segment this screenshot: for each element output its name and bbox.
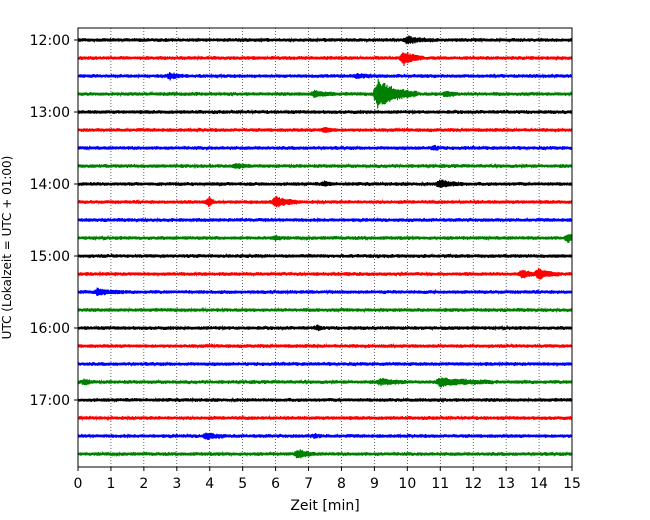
x-tick-label: 3 bbox=[172, 476, 181, 492]
x-tick-label: 7 bbox=[304, 476, 313, 492]
x-axis: 0 1 2 3 4 5 6 7 8 9 10 11 12 13 14 15 bbox=[74, 467, 581, 492]
trace-line bbox=[77, 267, 573, 280]
trace-line bbox=[77, 324, 573, 332]
trace-line bbox=[77, 396, 573, 404]
trace-line bbox=[77, 52, 573, 66]
y-tick-label: 13:00 bbox=[30, 105, 70, 121]
trace-line bbox=[77, 342, 573, 350]
trace-line bbox=[77, 360, 573, 368]
trace-group bbox=[77, 35, 573, 459]
x-axis-label: Zeit [min] bbox=[290, 498, 359, 514]
x-tick-label: 14 bbox=[530, 476, 548, 492]
y-tick-label: 17:00 bbox=[30, 393, 70, 409]
trace-line bbox=[77, 306, 573, 314]
y-axis-label: UTC (Lokalzeit = UTC + 01:00) bbox=[0, 156, 14, 340]
y-tick-label: 16:00 bbox=[30, 321, 70, 337]
x-tick-label: 2 bbox=[139, 476, 148, 492]
trace-line bbox=[77, 179, 573, 188]
trace-line bbox=[77, 72, 573, 81]
grid-lines bbox=[110, 28, 540, 467]
y-tick-label: 14:00 bbox=[30, 177, 70, 193]
x-tick-label: 5 bbox=[238, 476, 247, 492]
x-tick-label: 9 bbox=[370, 476, 379, 492]
y-tick-label: 15:00 bbox=[30, 249, 70, 265]
x-tick-label: 4 bbox=[205, 476, 214, 492]
x-tick-label: 13 bbox=[497, 476, 515, 492]
y-tick-label: 12:00 bbox=[30, 33, 70, 49]
x-tick-label: 15 bbox=[563, 476, 581, 492]
trace-line bbox=[77, 414, 573, 422]
x-tick-label: 10 bbox=[398, 476, 416, 492]
trace-line bbox=[77, 216, 573, 224]
trace-line bbox=[77, 432, 573, 440]
trace-line bbox=[77, 195, 573, 208]
trace-line bbox=[77, 126, 573, 134]
trace-line bbox=[77, 377, 573, 388]
trace-line bbox=[77, 449, 573, 459]
y-axis: 12:00 13:00 14:00 15:00 16:00 17:00 bbox=[30, 33, 78, 409]
trace-line bbox=[77, 144, 573, 152]
trace-line bbox=[77, 35, 573, 45]
x-tick-label: 1 bbox=[106, 476, 115, 492]
x-tick-label: 0 bbox=[74, 476, 83, 492]
trace-line bbox=[77, 252, 573, 260]
trace-line bbox=[77, 234, 573, 244]
trace-line bbox=[77, 287, 573, 297]
trace-line bbox=[77, 108, 573, 116]
trace-line bbox=[77, 162, 573, 170]
x-tick-label: 6 bbox=[271, 476, 280, 492]
trace-line bbox=[77, 78, 573, 109]
plot-frame bbox=[77, 27, 573, 468]
x-tick-label: 8 bbox=[337, 476, 346, 492]
x-tick-label: 11 bbox=[431, 476, 449, 492]
x-tick-label: 12 bbox=[464, 476, 482, 492]
